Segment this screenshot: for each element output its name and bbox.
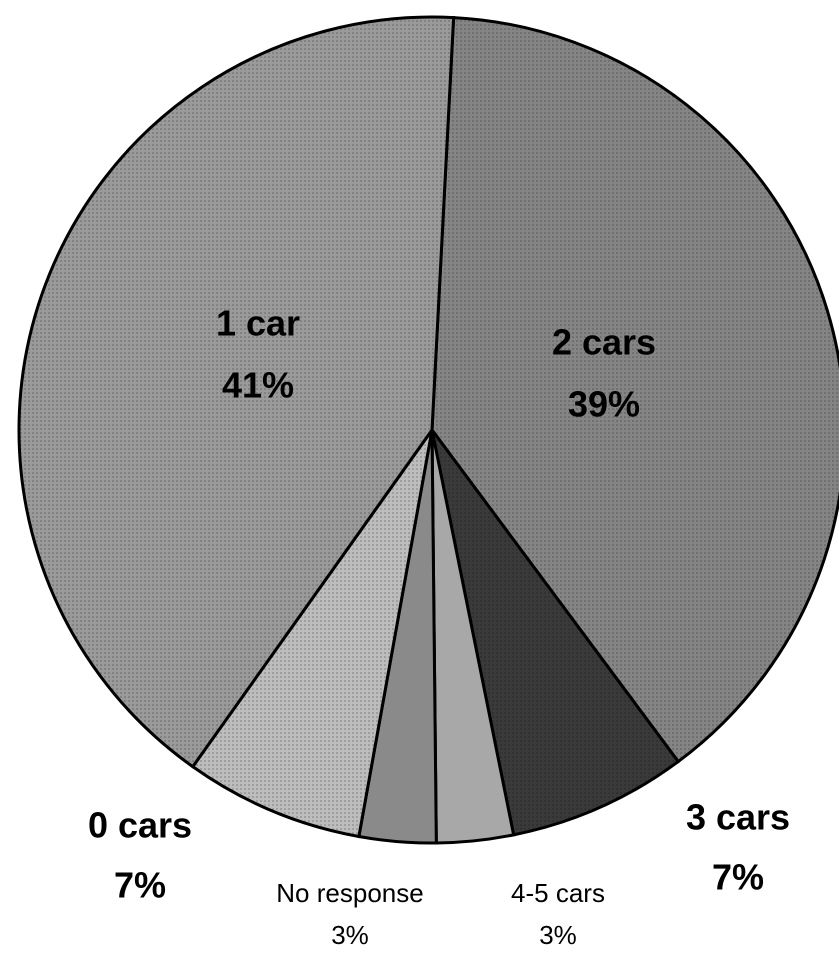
slice-texture <box>432 17 839 762</box>
slice-value-label: 7% <box>114 865 166 906</box>
slice-label: 2 cars <box>552 322 656 363</box>
slice-texture <box>18 16 454 767</box>
slice-label: No response <box>276 878 423 908</box>
slice-texture <box>192 430 432 837</box>
slice-value-label: 3% <box>539 920 577 950</box>
slice-value-label: 3% <box>331 920 369 950</box>
slice-value-label: 39% <box>568 384 640 425</box>
slice-value-label: 7% <box>712 857 764 898</box>
slice-label: 0 cars <box>88 805 192 846</box>
slice-value-label: 41% <box>222 365 294 406</box>
slice-label: 3 cars <box>686 797 790 838</box>
slice-label: 1 car <box>216 303 300 344</box>
slice-label: 4-5 cars <box>511 878 605 908</box>
